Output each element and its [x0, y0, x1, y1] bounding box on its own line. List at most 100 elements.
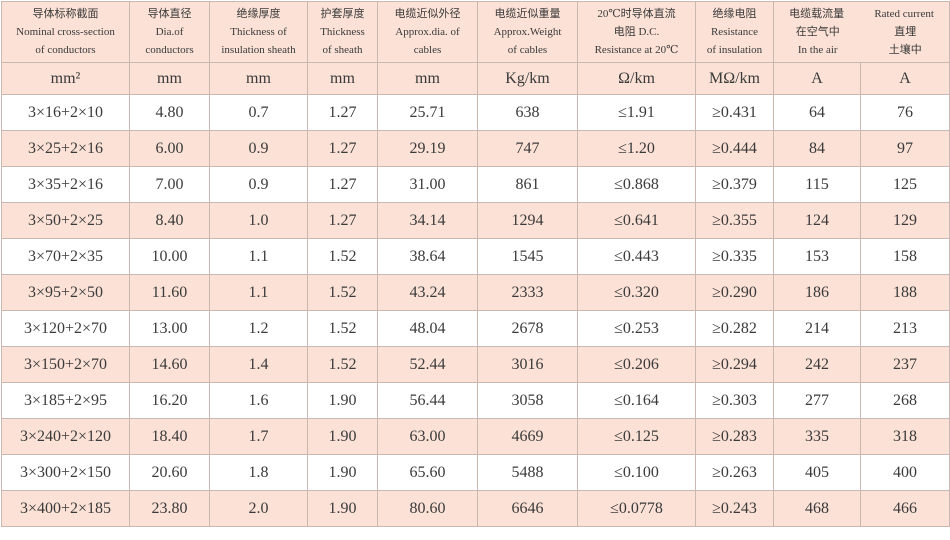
- table-row: 3×16+2×10 4.80 0.7 1.27 25.71 638 ≤1.91 ≥0.431 6…: [1, 94, 950, 131]
- table-cell: ≥0.283: [695, 418, 774, 455]
- table-cell: 11.60: [129, 274, 210, 311]
- table-cell: ≥0.243: [695, 490, 774, 527]
- table-cell: 34.14: [377, 202, 478, 239]
- table-cell: 1.52: [307, 310, 378, 347]
- table-cell: 43.24: [377, 274, 478, 311]
- header-cell: 导体标称截面 Nominal cross-section of conductors: [1, 1, 130, 63]
- table-cell: 747: [477, 130, 578, 167]
- table-cell: 638: [477, 94, 578, 131]
- table-cell: ≤0.641: [577, 202, 696, 239]
- table-cell: 20.60: [129, 454, 210, 491]
- header-cell: 绝缘电阻 Resistance of insulation: [695, 1, 774, 63]
- rated-current-header: 电缆载流量 Rated current 在空气中 In the air 直埋 土壤中: [773, 1, 950, 63]
- table-cell: 18.40: [129, 418, 210, 455]
- table-cell: 65.60: [377, 454, 478, 491]
- table-cell: 214: [773, 310, 861, 347]
- table-cell: 64: [773, 94, 861, 131]
- header-cell: 护套厚度 Thickness of sheath: [307, 1, 378, 63]
- table-cell: 400: [860, 454, 950, 491]
- header-cell: 绝缘厚度 Thickness of insulation sheath: [209, 1, 308, 63]
- table-cell: ≥0.444: [695, 130, 774, 167]
- table-cell: 1.90: [307, 382, 378, 419]
- unit-cell: Kg/km: [477, 62, 578, 95]
- header-row: 导体标称截面 Nominal cross-section of conductors…: [1, 1, 950, 63]
- table-cell: 3×50+2×25: [1, 202, 130, 239]
- table-cell: 318: [860, 418, 950, 455]
- table-cell: 3×16+2×10: [1, 94, 130, 131]
- table-cell: 3×240+2×120: [1, 418, 130, 455]
- table-cell: 3×25+2×16: [1, 130, 130, 167]
- table-cell: 1.1: [209, 238, 308, 275]
- table-cell: 158: [860, 238, 950, 275]
- table-cell: ≤0.0778: [577, 490, 696, 527]
- table-cell: ≥0.379: [695, 166, 774, 203]
- header-cell: 电缆近似重量 Approx.Weight of cables: [477, 1, 578, 63]
- table-cell: ≥0.294: [695, 346, 774, 383]
- table-cell: 1.52: [307, 274, 378, 311]
- table-cell: ≥0.431: [695, 94, 774, 131]
- table-cell: 3×95+2×50: [1, 274, 130, 311]
- table-row: 3×120+2×70 13.00 1.2 1.52 48.04 2678 ≤0.253 ≥0.…: [1, 310, 950, 347]
- table-cell: 1294: [477, 202, 578, 239]
- table-cell: 1.27: [307, 202, 378, 239]
- table-cell: 0.9: [209, 166, 308, 203]
- table-cell: 0.7: [209, 94, 308, 131]
- table-cell: 80.60: [377, 490, 478, 527]
- table-cell: 7.00: [129, 166, 210, 203]
- table-cell: 3058: [477, 382, 578, 419]
- table-cell: 1.90: [307, 454, 378, 491]
- header-cell: 电缆近似外径 Approx.dia. of cables: [377, 1, 478, 63]
- table-cell: 3×70+2×35: [1, 238, 130, 275]
- table-cell: 3×300+2×150: [1, 454, 130, 491]
- table-cell: 8.40: [129, 202, 210, 239]
- table-cell: 4.80: [129, 94, 210, 131]
- table-cell: 38.64: [377, 238, 478, 275]
- table-cell: 1.8: [209, 454, 308, 491]
- table-cell: 23.80: [129, 490, 210, 527]
- table-cell: 2333: [477, 274, 578, 311]
- table-cell: ≤0.253: [577, 310, 696, 347]
- table-row: 3×400+2×185 23.80 2.0 1.90 80.60 6646 ≤0.0778 ≥…: [1, 490, 950, 527]
- table-row: 3×300+2×150 20.60 1.8 1.90 65.60 5488 ≤0.100 ≥0…: [1, 454, 950, 491]
- unit-cell: Ω/km: [577, 62, 696, 95]
- table-cell: 129: [860, 202, 950, 239]
- table-cell: 56.44: [377, 382, 478, 419]
- table-cell: ≤0.868: [577, 166, 696, 203]
- table-cell: 1.27: [307, 166, 378, 203]
- table-cell: 4669: [477, 418, 578, 455]
- table-cell: 335: [773, 418, 861, 455]
- table-cell: 124: [773, 202, 861, 239]
- table-row: 3×240+2×120 18.40 1.7 1.90 63.00 4669 ≤0.125 ≥0…: [1, 418, 950, 455]
- table-cell: 1.27: [307, 130, 378, 167]
- table-cell: 186: [773, 274, 861, 311]
- cable-spec-table: 导体标称截面 Nominal cross-section of conductors…: [1, 1, 950, 527]
- table-cell: 3×400+2×185: [1, 490, 130, 527]
- table-cell: 405: [773, 454, 861, 491]
- table-cell: 1.1: [209, 274, 308, 311]
- unit-cell: A: [773, 62, 861, 95]
- table-cell: ≤0.443: [577, 238, 696, 275]
- table-cell: 3016: [477, 346, 578, 383]
- table-cell: ≤0.100: [577, 454, 696, 491]
- table-cell: 861: [477, 166, 578, 203]
- table-cell: 6.00: [129, 130, 210, 167]
- rated-current-en: Rated current: [874, 8, 934, 20]
- table-row: 3×25+2×16 6.00 0.9 1.27 29.19 747 ≤1.20 ≥0.444 8…: [1, 130, 950, 167]
- header-cell: 20℃时导体直流 电阻 D.C. Resistance at 20℃: [577, 1, 696, 63]
- table-cell: 48.04: [377, 310, 478, 347]
- table-cell: 3×35+2×16: [1, 166, 130, 203]
- table-cell: ≤1.20: [577, 130, 696, 167]
- rated-current-zh: 电缆载流量: [789, 8, 845, 20]
- table-cell: ≥0.263: [695, 454, 774, 491]
- table-cell: 153: [773, 238, 861, 275]
- table-row: 3×150+2×70 14.60 1.4 1.52 52.44 3016 ≤0.206 ≥0.…: [1, 346, 950, 383]
- table-cell: 1.52: [307, 346, 378, 383]
- table-cell: 76: [860, 94, 950, 131]
- table-cell: ≥0.282: [695, 310, 774, 347]
- table-cell: 13.00: [129, 310, 210, 347]
- table-row: 3×35+2×16 7.00 0.9 1.27 31.00 861 ≤0.868 ≥0.379…: [1, 166, 950, 203]
- table-cell: 63.00: [377, 418, 478, 455]
- table-cell: ≥0.303: [695, 382, 774, 419]
- table-cell: 1.90: [307, 418, 378, 455]
- table-cell: ≤1.91: [577, 94, 696, 131]
